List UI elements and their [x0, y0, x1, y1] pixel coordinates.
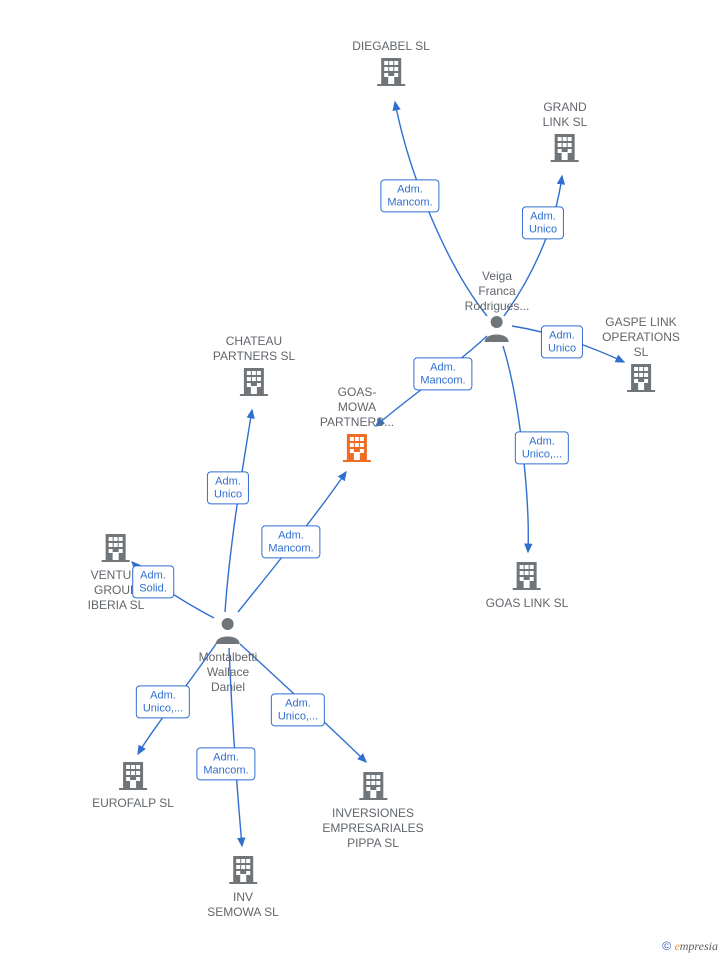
- building-icon: [227, 852, 259, 884]
- building-icon: [375, 54, 407, 86]
- edge-label-veiga-diegabel: Adm.Mancom.: [380, 179, 439, 212]
- building-icon: [511, 558, 543, 590]
- node-veiga[interactable]: VeigaFrancaRodrigues...: [465, 267, 530, 346]
- node-label: GASPE LINKOPERATIONSSL: [602, 315, 680, 360]
- edge-label-veiga-gaspe: Adm.Unico: [541, 325, 583, 358]
- footer-copyright: © empresia: [662, 939, 718, 954]
- node-label: GRANDLINK SL: [543, 100, 588, 130]
- edge-label-montalbetti-chateau: Adm.Unico: [207, 471, 249, 504]
- edge-label-montalbetti-inversiones: Adm.Unico,...: [271, 693, 325, 726]
- node-goasmowa[interactable]: GOAS-MOWAPARTNERS...: [320, 383, 394, 466]
- edge-label-montalbetti-eurofalp: Adm.Unico,...: [136, 685, 190, 718]
- brand-rest: mpresia: [680, 939, 718, 953]
- building-icon: [100, 530, 132, 562]
- person-icon: [214, 616, 242, 644]
- node-montalbetti[interactable]: MontalbettiWallaceDaniel: [199, 616, 258, 695]
- node-goaslink[interactable]: GOAS LINK SL: [486, 558, 569, 611]
- edge-montalbetti-chateau: [225, 410, 252, 612]
- building-icon: [117, 758, 149, 790]
- node-label: CHATEAUPARTNERS SL: [213, 334, 295, 364]
- node-label: GOAS LINK SL: [486, 596, 569, 611]
- node-eurofalp[interactable]: EUROFALP SL: [92, 758, 174, 811]
- node-label: GOAS-MOWAPARTNERS...: [320, 385, 394, 430]
- node-diegabel[interactable]: DIEGABEL SL: [352, 37, 430, 90]
- diagram-canvas: { "canvas": { "w": 728, "h": 960, "bg": …: [0, 0, 728, 960]
- node-inversiones[interactable]: INVERSIONESEMPRESARIALESPIPPA SL: [322, 768, 423, 851]
- building-icon: [341, 430, 373, 462]
- building-icon: [357, 768, 389, 800]
- edge-label-veiga-grandlink: Adm.Unico: [522, 206, 564, 239]
- building-icon: [238, 364, 270, 396]
- node-grandlink[interactable]: GRANDLINK SL: [543, 98, 588, 166]
- node-label: INVERSIONESEMPRESARIALESPIPPA SL: [322, 806, 423, 851]
- node-label: EUROFALP SL: [92, 796, 174, 811]
- edge-label-veiga-goaslink: Adm.Unico,...: [515, 431, 569, 464]
- edge-label-montalbetti-ventum: Adm.Solid.: [132, 565, 174, 598]
- edge-label-veiga-goasmowa: Adm.Mancom.: [413, 357, 472, 390]
- copyright-symbol: ©: [662, 939, 671, 953]
- node-invsemowa[interactable]: INVSEMOWA SL: [207, 852, 279, 920]
- edge-label-montalbetti-goasmowa: Adm.Mancom.: [261, 525, 320, 558]
- node-chateau[interactable]: CHATEAUPARTNERS SL: [213, 332, 295, 400]
- node-label: VeigaFrancaRodrigues...: [465, 269, 530, 314]
- edge-label-montalbetti-invsemowa: Adm.Mancom.: [196, 747, 255, 780]
- node-label: INVSEMOWA SL: [207, 890, 279, 920]
- person-icon: [483, 314, 511, 342]
- node-gaspe[interactable]: GASPE LINKOPERATIONSSL: [602, 313, 680, 396]
- building-icon: [625, 360, 657, 392]
- building-icon: [549, 130, 581, 162]
- node-label: MontalbettiWallaceDaniel: [199, 650, 258, 695]
- node-label: DIEGABEL SL: [352, 39, 430, 54]
